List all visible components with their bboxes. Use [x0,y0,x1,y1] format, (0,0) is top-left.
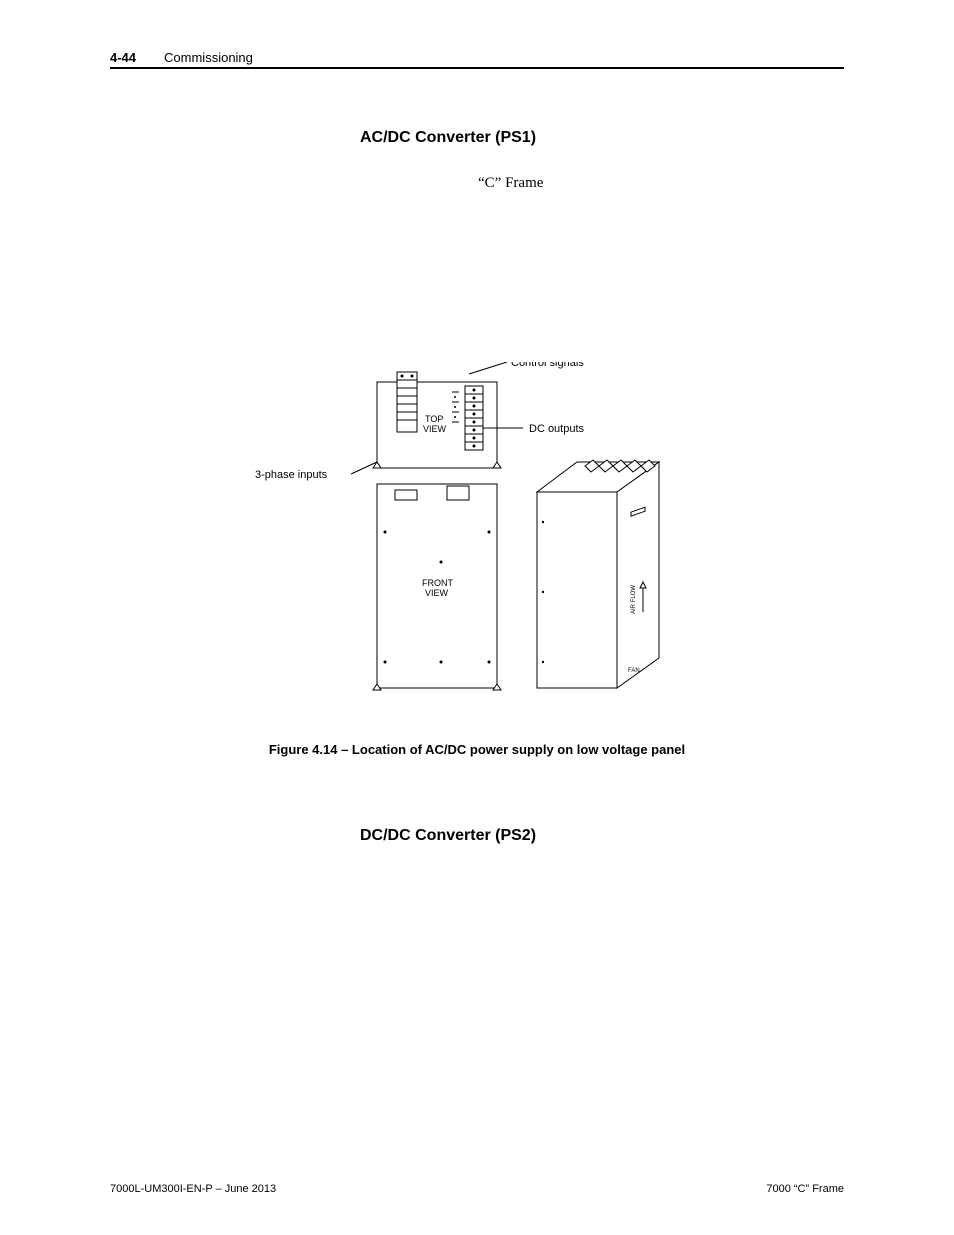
figure-diagram: TOP VIEW Control signals DC outputs 3-ph… [110,362,844,712]
label-view-front: VIEW [425,588,449,598]
heading-dcdc-converter: DC/DC Converter (PS2) [360,827,844,845]
page-header: 4-44 Commissioning [110,50,844,69]
label-front: FRONT [422,578,453,588]
power-supply-diagram-icon: TOP VIEW Control signals DC outputs 3-ph… [247,362,707,712]
label-fan: FAN [628,668,640,674]
label-3phase-inputs: 3-phase inputs [255,469,328,481]
footer-left: 7000L-UM300I-EN-P – June 2013 [110,1183,276,1195]
frame-label: “C” Frame [478,175,844,192]
label-air-flow: AIR FLOW [631,585,637,614]
label-control-signals: Control signals [511,362,584,369]
label-dc-outputs: DC outputs [529,423,585,435]
label-view-top: VIEW [423,424,447,434]
figure-caption: Figure 4.14 – Location of AC/DC power su… [110,742,844,757]
label-top: TOP [425,414,443,424]
page: 4-44 Commissioning AC/DC Converter (PS1)… [0,0,954,1235]
page-number: 4-44 [110,50,136,65]
footer-right: 7000 “C” Frame [766,1183,844,1195]
page-footer: 7000L-UM300I-EN-P – June 2013 7000 “C” F… [110,1183,844,1195]
heading-acdc-converter: AC/DC Converter (PS1) [360,129,844,147]
section-title: Commissioning [164,50,253,65]
